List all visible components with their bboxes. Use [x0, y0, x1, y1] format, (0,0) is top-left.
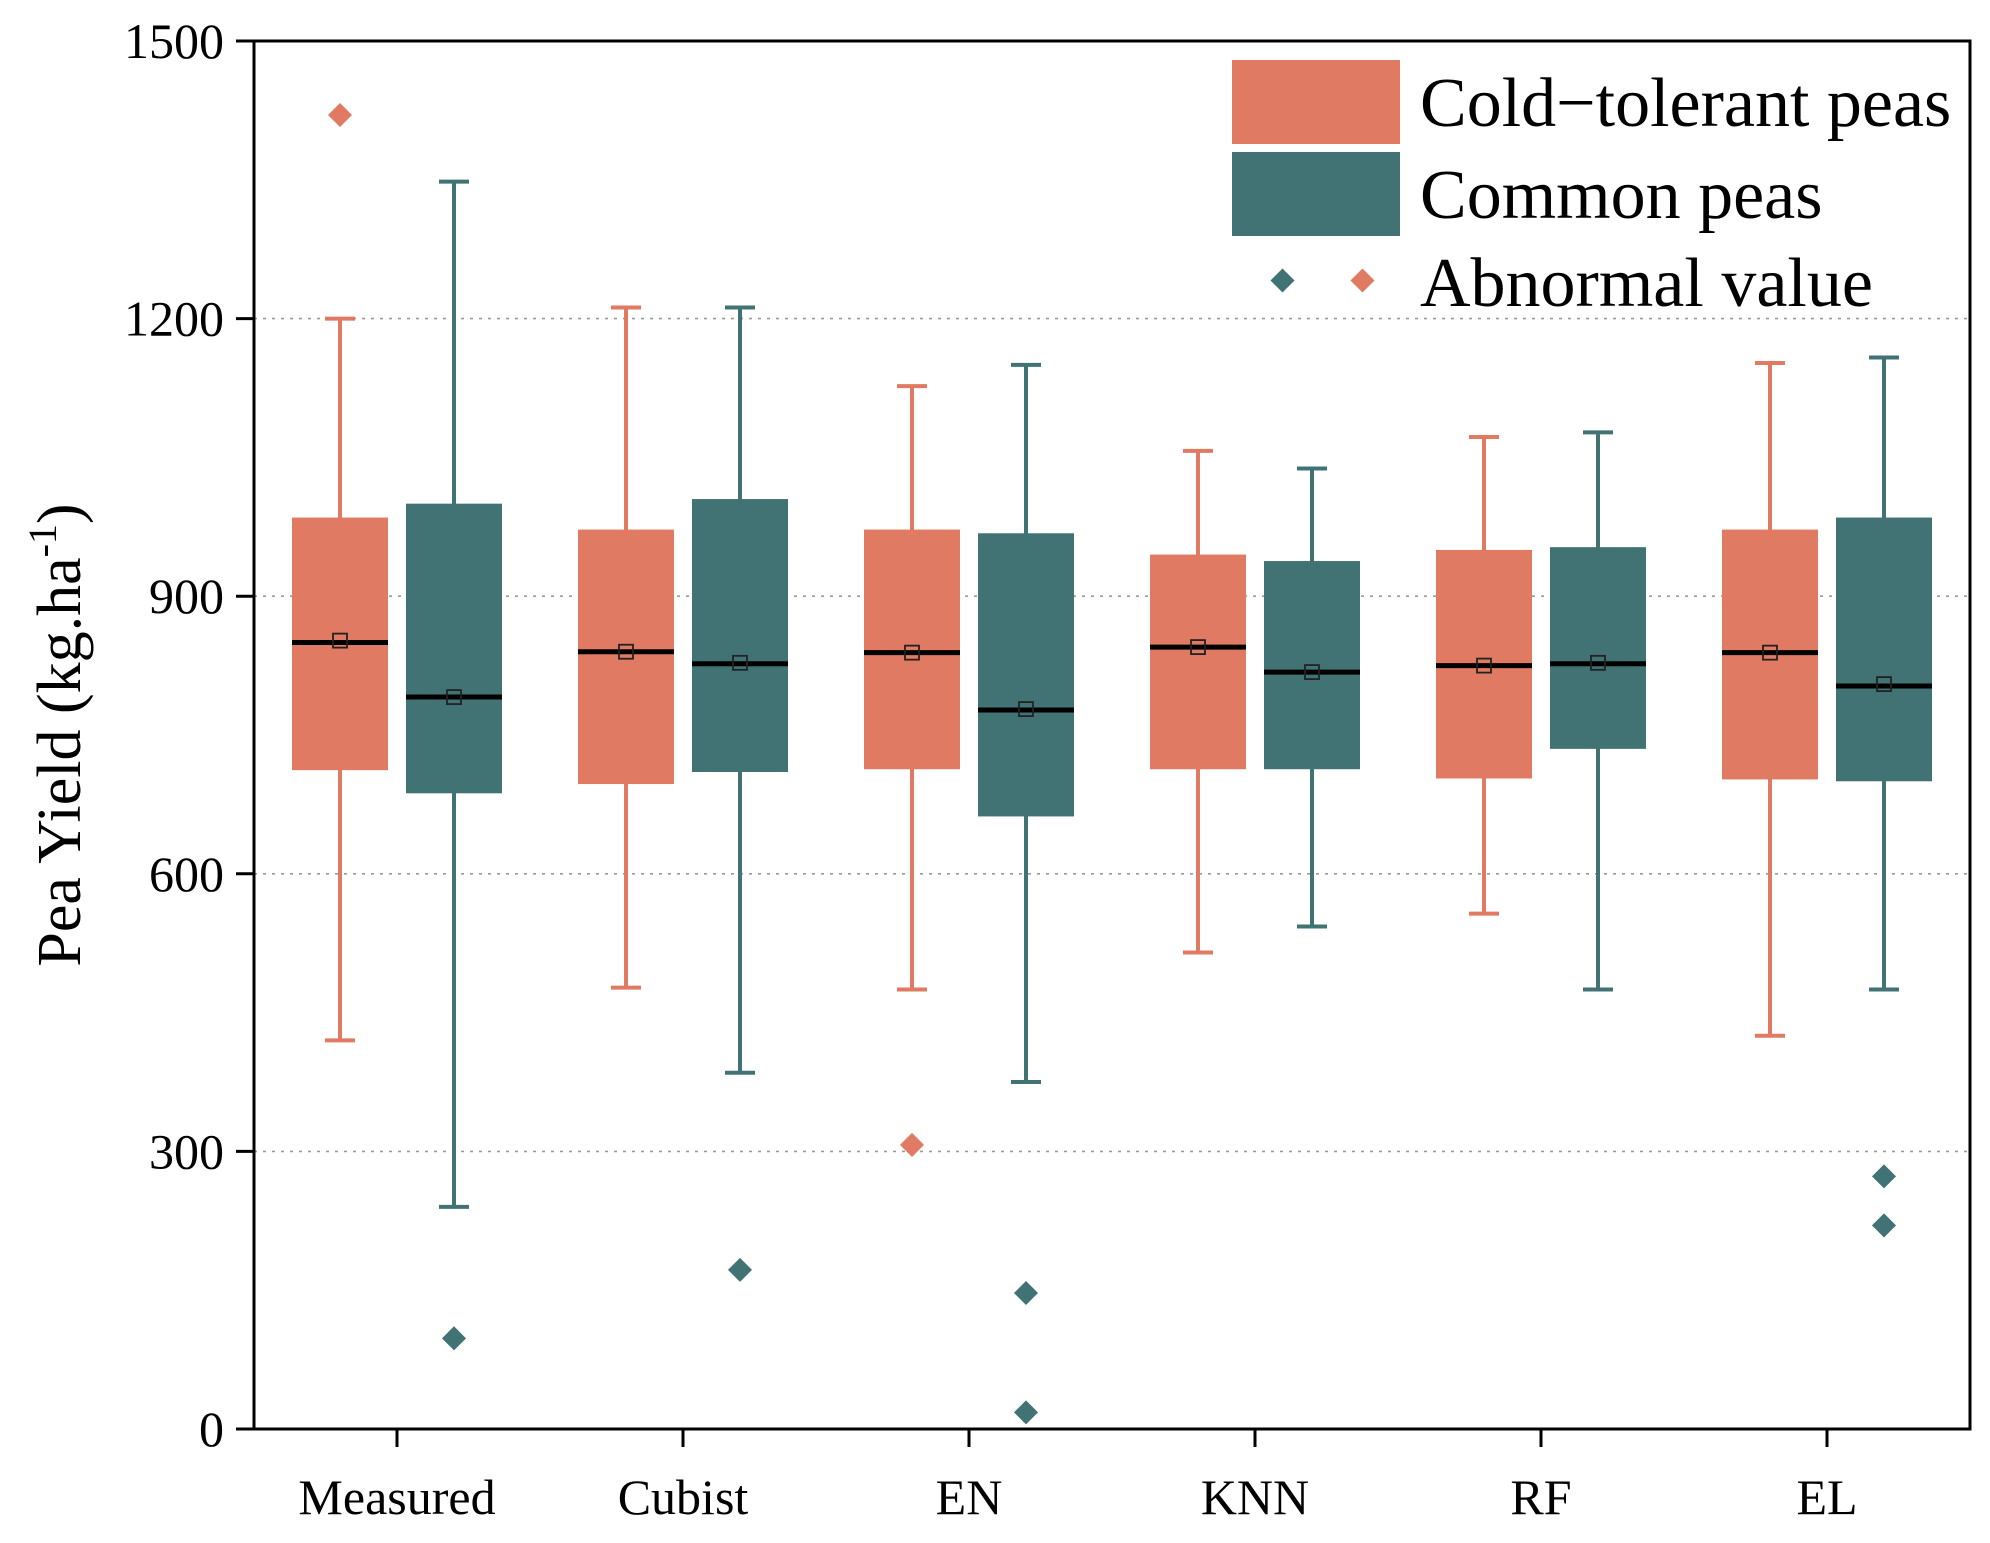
- box-group-common-peas-cubist: [692, 305, 788, 1282]
- box-common-peas-el: [1836, 517, 1932, 782]
- legend-label-abnormal: Abnormal value: [1420, 245, 1873, 322]
- y-tick-label-600: 600: [149, 846, 224, 902]
- tick-layer: 0 300 600 900 1200 1500 Measured Cubist EN KNN RF E…: [124, 13, 1858, 1525]
- y-axis-title-superscript: -1: [20, 524, 65, 557]
- mean-marker-common-peas-rf: [1590, 654, 1606, 671]
- y-axis-title: Pea Yield (kg.ha-1): [20, 503, 94, 966]
- grid-layer: [254, 317, 1970, 1153]
- box-layer: [292, 103, 1932, 1425]
- outlier-cold-tolerant-peas-en-0: [899, 1132, 925, 1157]
- box-group-cold-tolerant-peas-cubist: [578, 305, 674, 990]
- box-common-peas-measured: [406, 503, 502, 794]
- box-group-cold-tolerant-peas-rf: [1436, 435, 1532, 916]
- box-group-cold-tolerant-peas-knn: [1150, 448, 1246, 955]
- box-group-common-peas-el: [1836, 355, 1932, 1238]
- box-cold-tolerant-peas-cubist: [578, 529, 674, 785]
- y-tick-label-900: 900: [149, 568, 224, 624]
- x-tick-label-measured: Measured: [298, 1469, 495, 1525]
- mean-marker-common-peas-knn: [1304, 664, 1320, 680]
- y-tick-label-300: 300: [149, 1123, 224, 1179]
- legend-swatch-cold-tolerant: [1232, 60, 1400, 144]
- box-cold-tolerant-peas-knn: [1150, 554, 1246, 770]
- y-axis-title-main: Pea Yield (kg.ha: [26, 557, 94, 966]
- outlier-common-peas-measured-0: [441, 1326, 467, 1351]
- legend-marker-abnormal-common: [1270, 268, 1295, 293]
- box-cold-tolerant-peas-en: [864, 529, 960, 770]
- box-common-peas-cubist: [692, 499, 788, 773]
- box-group-cold-tolerant-peas-en: [864, 384, 960, 1157]
- legend-marker-abnormal-cold: [1350, 268, 1375, 293]
- legend-swatch-common: [1232, 152, 1400, 236]
- mean-marker-common-peas-measured: [446, 689, 462, 705]
- mean-marker-cold-tolerant-peas-measured: [332, 632, 348, 649]
- y-axis-title-close: ): [26, 503, 94, 524]
- mean-marker-cold-tolerant-peas-cubist: [618, 643, 634, 660]
- x-tick-label-rf: RF: [1510, 1469, 1571, 1525]
- mean-marker-cold-tolerant-peas-knn: [1190, 639, 1206, 655]
- mean-marker-common-peas-cubist: [732, 654, 748, 671]
- legend: Cold−tolerant peas Common peas Abnormal …: [1232, 60, 1951, 322]
- legend-label-common: Common peas: [1420, 157, 1822, 234]
- box-common-peas-en: [978, 533, 1074, 817]
- box-group-common-peas-en: [978, 362, 1074, 1425]
- plot-frame: [252, 39, 1972, 1431]
- x-tick-label-en: EN: [936, 1469, 1003, 1525]
- mean-marker-cold-tolerant-peas-el: [1762, 644, 1778, 661]
- box-group-cold-tolerant-peas-el: [1722, 361, 1818, 1038]
- box-group-cold-tolerant-peas-measured: [292, 103, 388, 1043]
- mean-marker-common-peas-en: [1018, 701, 1034, 717]
- mean-marker-cold-tolerant-peas-rf: [1476, 657, 1492, 674]
- legend-label-cold-tolerant: Cold−tolerant peas: [1420, 65, 1951, 142]
- outlier-common-peas-en-0: [1013, 1280, 1039, 1305]
- box-common-peas-rf: [1550, 547, 1646, 749]
- outlier-common-peas-el-1: [1871, 1213, 1897, 1238]
- outlier-cold-tolerant-peas-measured-0: [327, 103, 353, 128]
- y-tick-label-1200: 1200: [124, 291, 224, 347]
- mean-marker-cold-tolerant-peas-en: [904, 644, 920, 661]
- mean-marker-common-peas-el: [1876, 676, 1892, 693]
- axis-layer: [252, 39, 1972, 1431]
- x-tick-label-cubist: Cubist: [618, 1469, 749, 1525]
- y-tick-label-1500: 1500: [124, 13, 224, 69]
- y-tick-label-0: 0: [199, 1401, 224, 1457]
- outlier-common-peas-en-1: [1013, 1400, 1039, 1425]
- box-group-common-peas-knn: [1264, 466, 1360, 929]
- x-tick-label-el: EL: [1796, 1469, 1857, 1525]
- box-group-common-peas-rf: [1550, 430, 1646, 992]
- outlier-common-peas-cubist-0: [727, 1257, 753, 1282]
- box-group-common-peas-measured: [406, 179, 502, 1351]
- outlier-common-peas-el-0: [1871, 1164, 1897, 1189]
- x-tick-label-knn: KNN: [1201, 1469, 1309, 1525]
